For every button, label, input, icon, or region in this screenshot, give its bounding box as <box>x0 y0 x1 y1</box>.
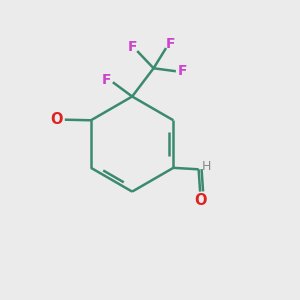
Text: O: O <box>194 193 206 208</box>
Text: F: F <box>166 38 176 52</box>
Text: O: O <box>50 112 63 127</box>
Text: F: F <box>178 64 187 78</box>
Text: F: F <box>128 40 137 55</box>
Text: H: H <box>202 160 212 173</box>
Text: F: F <box>102 74 111 88</box>
